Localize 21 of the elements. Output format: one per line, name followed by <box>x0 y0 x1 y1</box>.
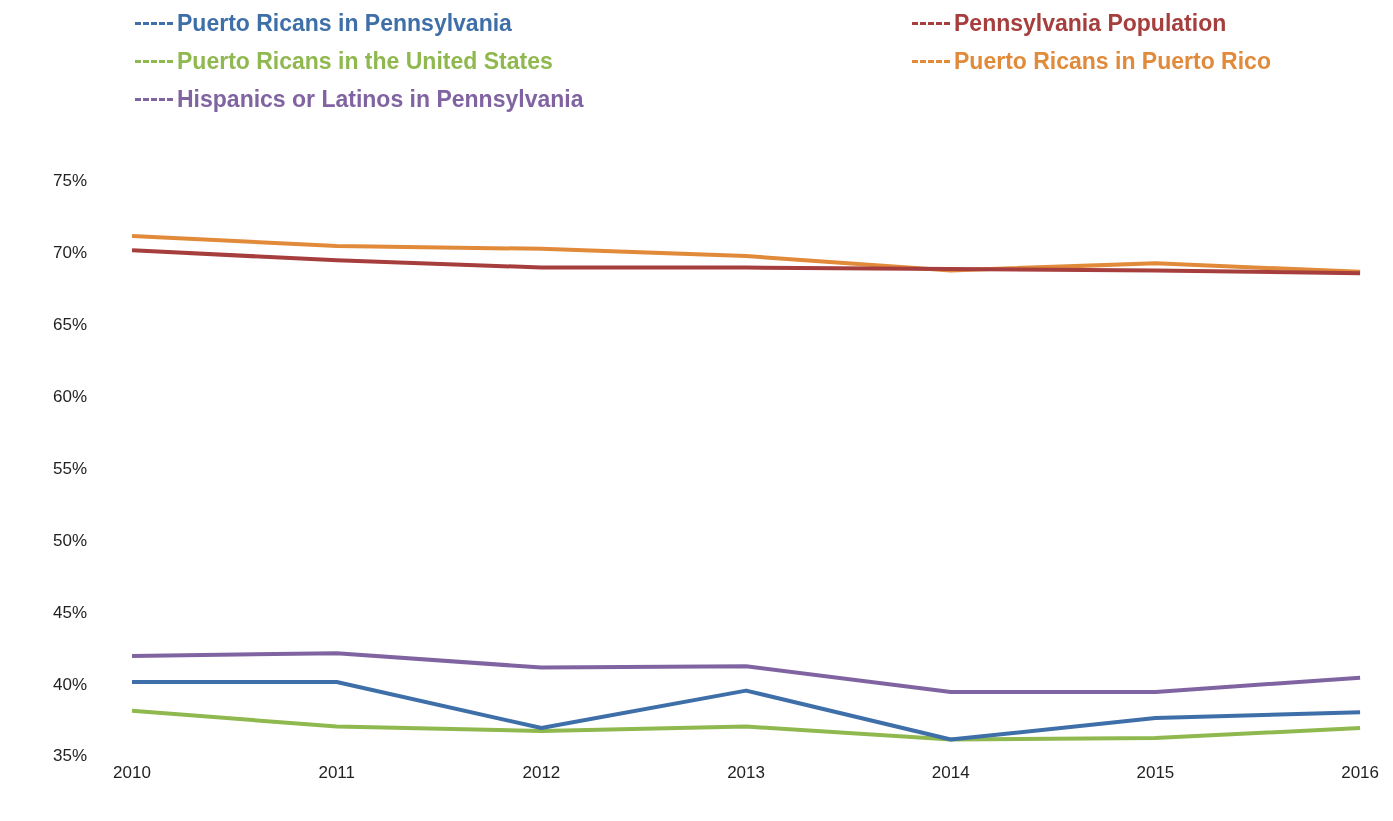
x-tick-label: 2016 <box>1341 762 1379 782</box>
legend-label: Puerto Ricans in Puerto Rico <box>954 47 1271 75</box>
y-tick-label: 55% <box>52 458 88 478</box>
x-tick-label: 2012 <box>522 762 561 782</box>
y-tick-label: 50% <box>52 530 88 550</box>
y-tick-label: 75% <box>52 170 88 190</box>
y-tick-label: 65% <box>52 314 88 334</box>
y-tick-label: 40% <box>52 674 88 694</box>
x-tick-label: 2013 <box>727 762 765 782</box>
x-tick-label: 2015 <box>1136 762 1175 782</box>
x-tick-label: 2010 <box>113 762 151 782</box>
legend-label: Puerto Ricans in the United States <box>177 47 553 75</box>
y-tick-label: 45% <box>52 602 88 622</box>
x-tick-label: 2014 <box>931 762 970 782</box>
legend-label: Pennsylvania Population <box>954 9 1227 37</box>
legend-label: Puerto Ricans in Pennsylvania <box>177 9 512 37</box>
x-tick-label: 2011 <box>318 762 355 782</box>
legend-label: Hispanics or Latinos in Pennsylvania <box>177 85 584 113</box>
y-tick-label: 60% <box>52 386 88 406</box>
y-tick-label: 35% <box>52 746 88 766</box>
y-tick-label: 70% <box>52 242 88 262</box>
